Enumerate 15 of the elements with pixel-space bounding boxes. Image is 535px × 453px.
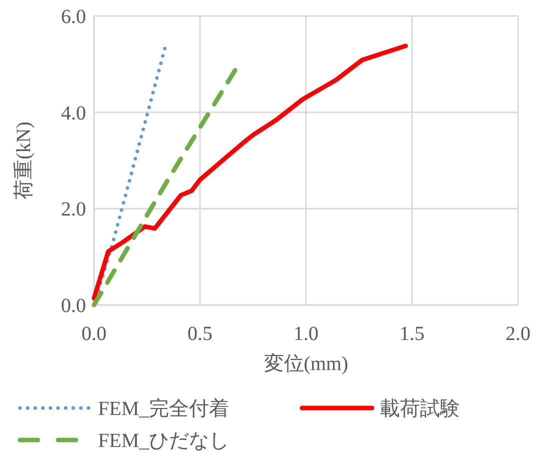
legend-label: FEM_完全付着 [98,397,230,420]
y-tick-label: 4.0 [61,102,86,124]
x-axis-title: 変位(mm) [264,352,348,375]
x-tick-label: 0.0 [82,323,106,345]
y-axis-title: 荷重(kN) [13,122,35,200]
y-tick-label: 2.0 [61,198,86,221]
x-tick-label: 2.0 [506,323,530,345]
legend-label: FEM_ひだなし [98,430,230,452]
x-tick-label: 1.0 [294,323,318,345]
y-tick-label: 6.0 [61,6,86,28]
x-tick-label: 1.5 [400,323,424,345]
legend-label: 載荷試験 [380,398,460,420]
x-tick-label: 0.5 [188,323,212,345]
line-series [92,44,408,301]
y-tick-label: 0.0 [61,295,86,317]
